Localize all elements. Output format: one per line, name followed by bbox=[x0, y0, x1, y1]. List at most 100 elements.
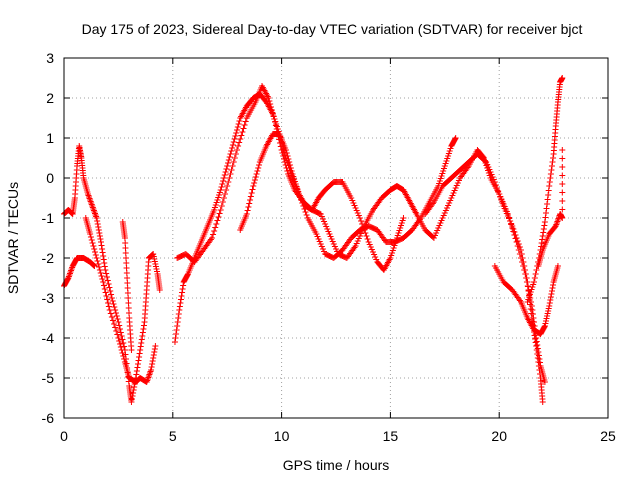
data-point bbox=[541, 222, 548, 229]
series-track-j bbox=[524, 75, 566, 305]
data-point bbox=[172, 335, 179, 341]
data-point bbox=[535, 363, 542, 369]
data-point bbox=[217, 207, 224, 213]
data-point bbox=[511, 229, 518, 235]
data-point bbox=[533, 343, 540, 349]
y-tick-label: 2 bbox=[46, 90, 54, 106]
data-point bbox=[269, 110, 276, 116]
plot-frame bbox=[63, 57, 609, 419]
data-point bbox=[286, 159, 293, 165]
data-point bbox=[534, 351, 541, 357]
data-point bbox=[118, 347, 125, 353]
data-point bbox=[510, 226, 517, 232]
y-tick-label: -1 bbox=[42, 210, 55, 226]
data-point bbox=[213, 221, 220, 227]
data-point bbox=[534, 355, 541, 361]
data-point bbox=[496, 191, 503, 197]
data-point bbox=[130, 387, 137, 393]
data-point bbox=[96, 230, 103, 236]
data-point bbox=[234, 124, 241, 130]
data-point bbox=[179, 286, 186, 292]
data-point bbox=[94, 218, 101, 224]
data-point bbox=[270, 113, 277, 119]
series-track-h bbox=[422, 151, 546, 405]
data-point bbox=[100, 256, 107, 263]
data-point bbox=[229, 163, 236, 169]
data-point bbox=[99, 276, 106, 282]
data-point bbox=[499, 200, 506, 206]
data-point bbox=[303, 212, 310, 218]
data-point bbox=[536, 367, 543, 373]
data-point bbox=[542, 210, 549, 216]
data-point bbox=[230, 159, 237, 165]
data-point bbox=[559, 198, 566, 204]
data-point bbox=[228, 148, 235, 154]
data-point bbox=[218, 184, 225, 190]
data-point bbox=[284, 153, 291, 159]
data-point bbox=[254, 168, 261, 174]
data-point bbox=[174, 319, 181, 325]
data-point bbox=[238, 132, 245, 139]
data-point bbox=[117, 329, 124, 336]
data-point bbox=[140, 322, 147, 329]
data-point bbox=[99, 246, 106, 252]
data-point bbox=[239, 129, 246, 135]
data-point bbox=[96, 267, 103, 273]
data-point bbox=[219, 199, 226, 205]
data-point bbox=[89, 240, 96, 246]
data-point bbox=[452, 136, 459, 142]
data-point bbox=[120, 340, 127, 346]
data-point bbox=[210, 231, 217, 238]
data-point bbox=[554, 263, 561, 269]
data-point bbox=[249, 186, 256, 193]
data-point bbox=[547, 171, 554, 177]
data-point bbox=[137, 347, 144, 353]
data-point bbox=[242, 118, 249, 125]
data-point bbox=[95, 261, 102, 267]
data-point bbox=[512, 232, 519, 238]
data-point bbox=[148, 367, 155, 373]
y-tick-label: 0 bbox=[46, 170, 54, 186]
data-point bbox=[518, 251, 525, 257]
data-point bbox=[547, 297, 554, 303]
data-point bbox=[548, 167, 555, 173]
grid bbox=[64, 58, 608, 418]
x-tick-label: 0 bbox=[60, 428, 68, 444]
data-point bbox=[223, 166, 230, 172]
data-point bbox=[214, 217, 221, 224]
data-point bbox=[227, 171, 234, 177]
data-point bbox=[296, 191, 303, 197]
data-point bbox=[94, 221, 101, 227]
data-point bbox=[105, 303, 112, 310]
data-point bbox=[131, 384, 138, 390]
data-point bbox=[150, 352, 157, 358]
data-point bbox=[497, 194, 504, 200]
data-point bbox=[139, 333, 146, 339]
data-point bbox=[139, 329, 146, 336]
data-point bbox=[256, 162, 263, 168]
data-point bbox=[104, 296, 111, 303]
data-point bbox=[248, 190, 255, 196]
data-point bbox=[221, 172, 228, 178]
data-point bbox=[544, 196, 551, 203]
data-point bbox=[545, 187, 552, 194]
data-point bbox=[174, 323, 181, 329]
data-point bbox=[532, 339, 539, 346]
data-point bbox=[211, 228, 218, 234]
data-point bbox=[173, 331, 180, 337]
data-point bbox=[108, 314, 115, 320]
data-point bbox=[533, 347, 540, 353]
data-point bbox=[272, 122, 279, 129]
data-point bbox=[559, 155, 566, 162]
data-point bbox=[101, 260, 108, 266]
data-point bbox=[114, 316, 121, 322]
data-point bbox=[267, 104, 274, 110]
series-track-d bbox=[119, 219, 135, 353]
data-point bbox=[498, 197, 505, 203]
data-point bbox=[495, 188, 502, 194]
data-point bbox=[250, 183, 257, 189]
data-point bbox=[104, 277, 111, 284]
data-point bbox=[298, 197, 305, 203]
data-point bbox=[492, 182, 499, 188]
axis-ticks: 0 5 10 15 20 25 -6 -5 -4 -3 -2 -1 0 1 2 3 bbox=[42, 50, 616, 444]
